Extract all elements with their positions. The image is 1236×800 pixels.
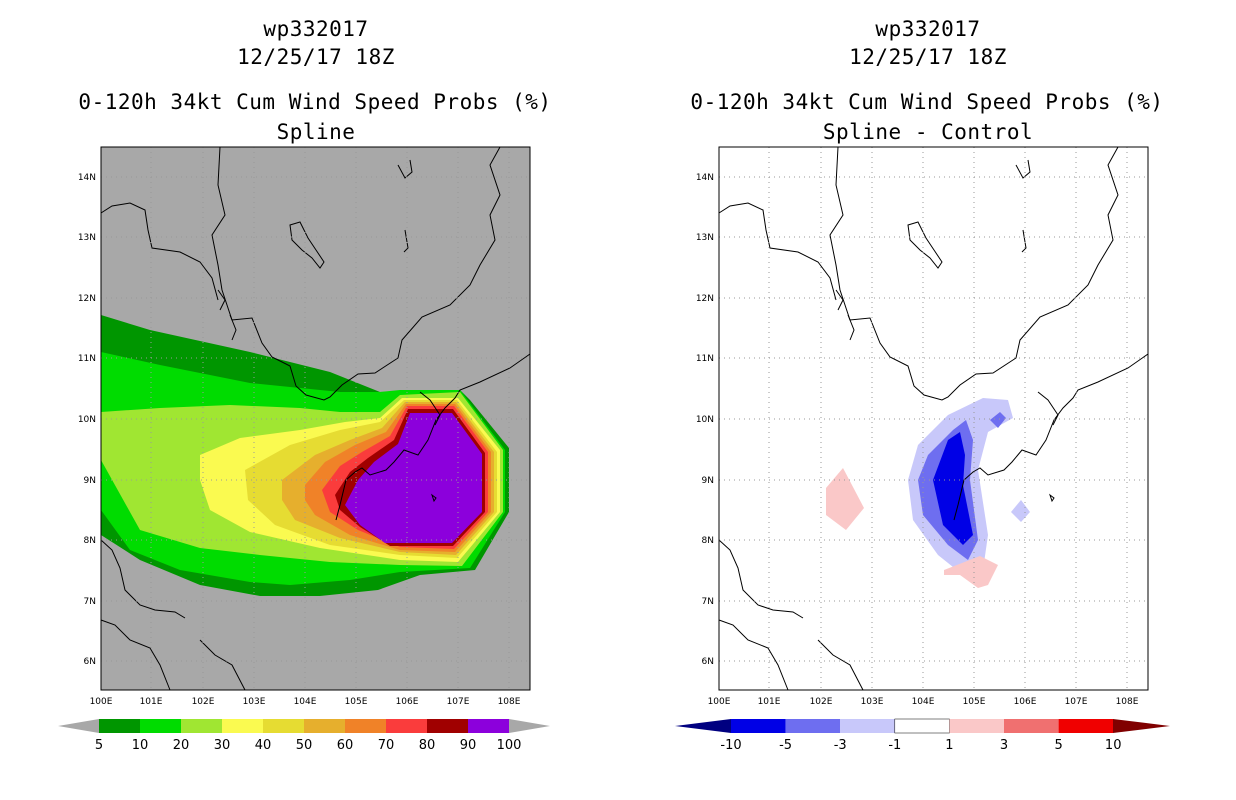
right-colorbar-label: -1 xyxy=(888,738,901,753)
right-storm-id: wp332017 xyxy=(875,17,981,41)
right-lon-label: 105E xyxy=(963,697,986,707)
left-method-title: Spline xyxy=(276,120,356,144)
left-lat-label: 8N xyxy=(84,536,96,546)
right-lon-label: 101E xyxy=(758,697,781,707)
left-colorbar-cell xyxy=(468,719,509,733)
right-lon-label: 100E xyxy=(708,697,731,707)
left-lon-label: 103E xyxy=(243,697,266,707)
left-colorbar-cell xyxy=(427,719,468,733)
right-colorbar-cell xyxy=(1058,719,1114,733)
right-colorbar-label: 5 xyxy=(1054,738,1062,753)
right-map xyxy=(718,146,1149,691)
left-lat-label: 7N xyxy=(84,597,96,607)
left-storm-id: wp332017 xyxy=(263,17,369,41)
left-colorbar-label: 70 xyxy=(378,738,395,753)
left-lat-label: 11N xyxy=(78,354,96,364)
left-colorbar-label: 20 xyxy=(173,738,190,753)
left-lon-label: 106E xyxy=(396,697,419,707)
left-colorbar-low-arrow xyxy=(58,719,99,733)
right-colorbar-label: -5 xyxy=(779,738,792,753)
right-colorbar-cell xyxy=(1004,719,1059,733)
left-lon-label: 101E xyxy=(140,697,163,707)
left-map xyxy=(100,146,531,691)
right-lat-label: 14N xyxy=(696,173,714,183)
left-product-title: 0-120h 34kt Cum Wind Speed Probs (%) xyxy=(78,90,552,114)
right-method-title: Spline - Control xyxy=(822,120,1034,144)
left-colorbar-cell xyxy=(140,719,181,733)
left-colorbar-label: 10 xyxy=(132,738,149,753)
right-colorbar-cell xyxy=(949,719,1004,733)
left-colorbar-cell xyxy=(263,719,304,733)
left-colorbar-cell xyxy=(304,719,345,733)
right-lon-label: 104E xyxy=(912,697,935,707)
right-lon-label: 106E xyxy=(1014,697,1037,707)
left-lon-label: 105E xyxy=(345,697,368,707)
right-lon-label: 108E xyxy=(1116,697,1139,707)
left-colorbar-label: 50 xyxy=(296,738,313,753)
left-colorbar-label: 90 xyxy=(460,738,477,753)
right-lat-label: 12N xyxy=(696,294,714,304)
left-colorbar-cell xyxy=(181,719,222,733)
right-colorbar-label: 3 xyxy=(1000,738,1008,753)
left-lat-label: 10N xyxy=(78,415,96,425)
left-colorbar-cell xyxy=(345,719,386,733)
right-lat-label: 9N xyxy=(702,476,714,486)
right-lon-label: 102E xyxy=(810,697,833,707)
left-colorbar-cell xyxy=(222,719,263,733)
right-lon-label: 107E xyxy=(1065,697,1088,707)
right-colorbar-low-arrow xyxy=(675,719,731,733)
left-lat-label: 12N xyxy=(78,294,96,304)
right-lat-label: 10N xyxy=(696,415,714,425)
left-lon-label: 100E xyxy=(90,697,113,707)
left-colorbar: 5 10 20 30 40 50 60 70 80 90 100 xyxy=(58,719,550,753)
right-lat-label: 8N xyxy=(702,536,714,546)
right-colorbar-high-arrow xyxy=(1113,719,1170,733)
left-lat-label: 14N xyxy=(78,173,96,183)
left-colorbar-label: 80 xyxy=(419,738,436,753)
right-colorbar-cell xyxy=(785,719,841,733)
left-colorbar-high-arrow xyxy=(509,719,550,733)
left-colorbar-label: 60 xyxy=(337,738,354,753)
right-lat-label: 13N xyxy=(696,233,714,243)
right-colorbar-cell xyxy=(731,719,786,733)
left-colorbar-cell xyxy=(386,719,427,733)
right-colorbar-cell xyxy=(840,719,895,733)
right-lat-label: 7N xyxy=(702,597,714,607)
right-colorbar-label: 10 xyxy=(1105,738,1122,753)
left-lon-label: 108E xyxy=(498,697,521,707)
left-datetime: 12/25/17 18Z xyxy=(237,45,395,69)
right-colorbar-cell xyxy=(894,718,950,734)
left-lon-label: 107E xyxy=(447,697,470,707)
left-colorbar-label: 30 xyxy=(214,738,231,753)
left-colorbar-label: 100 xyxy=(497,738,522,753)
right-lat-label: 6N xyxy=(702,657,714,667)
right-colorbar-label: -3 xyxy=(834,738,847,753)
left-lat-label: 9N xyxy=(84,476,96,486)
left-colorbar-label: 5 xyxy=(95,738,103,753)
left-lon-label: 104E xyxy=(294,697,317,707)
right-colorbar-label: 1 xyxy=(945,738,953,753)
left-colorbar-cell xyxy=(99,719,140,733)
left-lat-label: 6N xyxy=(84,657,96,667)
right-lon-label: 103E xyxy=(861,697,884,707)
right-datetime: 12/25/17 18Z xyxy=(849,45,1007,69)
right-lat-label: 11N xyxy=(696,354,714,364)
left-lon-label: 102E xyxy=(192,697,215,707)
left-colorbar-label: 40 xyxy=(255,738,272,753)
right-product-title: 0-120h 34kt Cum Wind Speed Probs (%) xyxy=(690,90,1164,114)
right-colorbar-label: -10 xyxy=(720,738,741,753)
left-lat-label: 13N xyxy=(78,233,96,243)
right-colorbar: -10 -5 -3 -1 1 3 5 10 xyxy=(675,718,1170,753)
